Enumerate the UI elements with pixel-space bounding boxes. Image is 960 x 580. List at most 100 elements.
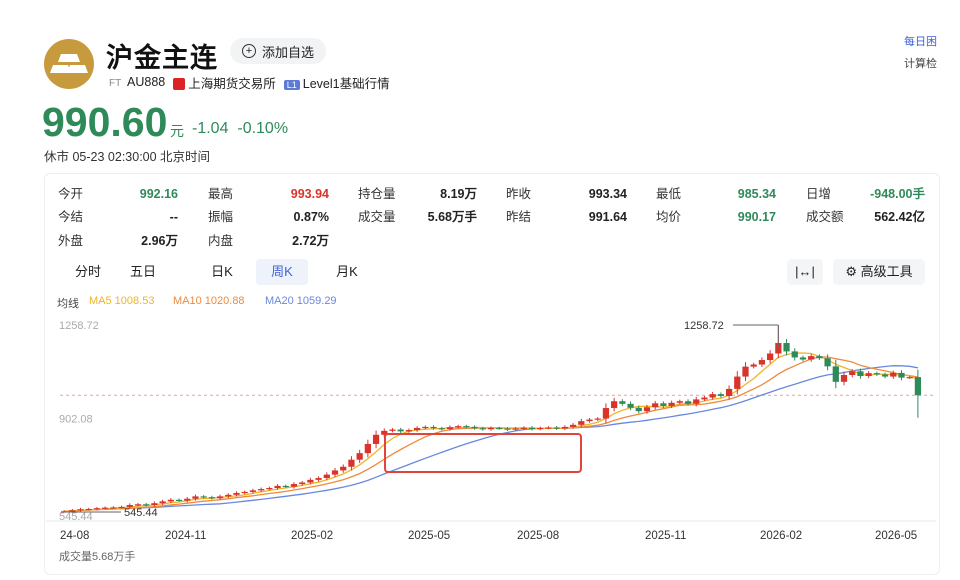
instrument-code: AU888 — [127, 74, 166, 89]
stat-label: 持仓量 — [358, 187, 396, 201]
candle-body — [151, 503, 158, 506]
stat-label: 今结 — [58, 210, 84, 224]
x-tick-label: 2026-02 — [760, 530, 802, 542]
china-flag-icon — [173, 78, 186, 90]
candle-body — [389, 429, 396, 431]
ma20-value: MA20 1059.29 — [265, 295, 337, 307]
candle-body — [906, 377, 913, 379]
stat-label: 外盘 — [58, 234, 84, 248]
candle-body — [586, 419, 593, 422]
candle-body — [200, 496, 207, 498]
candle-body — [775, 343, 782, 354]
add-to-watchlist-button[interactable]: + 添加自选 — [230, 38, 327, 64]
tab-intraday[interactable]: 分时 — [74, 264, 101, 279]
candle-body — [890, 372, 897, 377]
candle-body — [742, 366, 749, 377]
x-tick-label: 2025-11 — [645, 530, 686, 542]
candle-body — [93, 508, 101, 510]
candle-body — [463, 426, 470, 428]
stat-label: 成交量 — [358, 210, 396, 224]
candle-body — [331, 470, 339, 475]
candle-body — [849, 371, 856, 376]
candle-body — [553, 427, 560, 429]
candle-body — [241, 491, 248, 494]
change-value: -1.04 — [192, 120, 229, 137]
market-status: 休市 05-23 02:30:00 北京时间 — [44, 150, 211, 164]
candle-body — [348, 459, 355, 467]
candle-body — [192, 496, 199, 499]
candle-body — [340, 466, 347, 471]
candle-body — [356, 453, 363, 460]
candle-body — [479, 428, 486, 430]
expand-icon: |↔| — [795, 264, 815, 279]
tab-weekly-k[interactable]: 周K — [256, 259, 308, 285]
stat-label: 均价 — [656, 210, 682, 224]
candle-body — [767, 353, 774, 361]
change-percent: -0.10% — [237, 120, 289, 137]
candle-body — [167, 499, 174, 502]
candle-body — [898, 372, 905, 378]
candle-body — [110, 507, 117, 509]
ma5-line — [64, 352, 919, 512]
tab-5day[interactable]: 五日 — [129, 264, 156, 279]
candle-body — [643, 407, 651, 412]
candle-body — [233, 492, 240, 495]
candle-body — [134, 504, 142, 506]
candle-body — [143, 504, 150, 506]
candle-body — [857, 371, 864, 377]
candle-body — [750, 364, 757, 367]
candle-body — [709, 394, 716, 398]
candle-body — [430, 426, 437, 429]
data-level: Level1基础行情 — [302, 77, 390, 91]
candle-body — [561, 426, 569, 429]
advanced-tools-label: 高级工具 — [860, 264, 913, 279]
volume-label: 成交量5.68万手 — [59, 549, 135, 563]
candle-body — [791, 351, 798, 358]
candle-body — [865, 373, 872, 377]
stat-label: 日增 — [806, 187, 832, 201]
candle-body — [307, 479, 314, 483]
stat-label: 昨收 — [506, 187, 532, 201]
tab-daily-k[interactable]: 日K — [211, 264, 233, 279]
candle-body — [315, 478, 322, 480]
daily-link[interactable]: 每日困 — [904, 36, 937, 48]
candle-body — [602, 408, 610, 419]
candle-body — [808, 356, 815, 360]
stat-value: 2.72万 — [292, 234, 329, 248]
candle-body — [290, 484, 298, 487]
candle-body — [594, 418, 601, 420]
page-title: 沪金主连 — [106, 43, 218, 73]
candle-body — [734, 376, 741, 389]
candle-body — [799, 357, 807, 360]
candle-body — [299, 482, 306, 485]
stat-label: 振幅 — [208, 210, 234, 224]
quote-panel — [44, 173, 940, 575]
stat-value: -- — [169, 210, 178, 224]
ma20-line — [64, 365, 919, 512]
tab-monthly-k[interactable]: 月K — [336, 264, 358, 279]
stat-value: 985.34 — [737, 187, 776, 201]
price-unit: 元 — [170, 123, 184, 139]
stat-value: 990.17 — [737, 210, 776, 224]
stat-label: 成交额 — [806, 210, 844, 224]
candle-body — [422, 426, 429, 429]
expand-chart-button[interactable]: |↔| — [787, 259, 823, 285]
stat-value: 2.96万 — [141, 234, 178, 248]
candle-body — [832, 366, 839, 382]
candle-body — [282, 485, 289, 488]
candle-body — [545, 427, 552, 429]
plus-circle-icon: + — [242, 44, 256, 58]
tools-icon: ⚙ — [845, 264, 857, 279]
candle-body — [118, 506, 125, 509]
candle-body — [824, 358, 831, 367]
candle-body — [372, 434, 380, 444]
stat-label: 最低 — [656, 187, 682, 201]
candle-body — [258, 489, 265, 491]
calc-text: 计算检 — [904, 58, 937, 70]
stat-label: 今开 — [58, 187, 84, 201]
candle-body — [676, 401, 683, 403]
y-axis-label: 902.08 — [59, 414, 93, 426]
ft-tag: FT — [109, 77, 122, 89]
advanced-tools-button[interactable]: ⚙ 高级工具 — [833, 259, 925, 285]
